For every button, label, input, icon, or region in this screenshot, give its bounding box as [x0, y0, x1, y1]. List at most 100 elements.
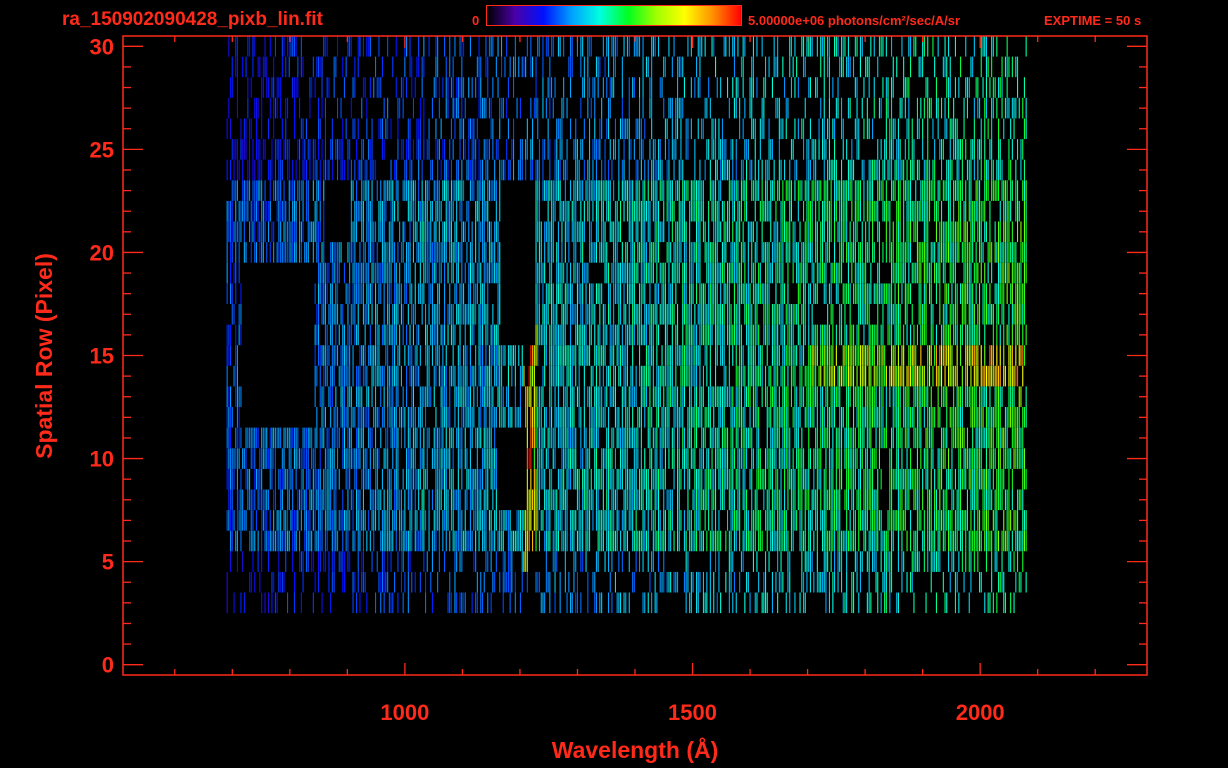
heat-cell: [1006, 489, 1008, 511]
heat-cell: [763, 283, 765, 304]
heat-cell: [488, 365, 490, 387]
heat-cell: [754, 283, 756, 304]
heat-cell: [461, 386, 463, 407]
heat-cell: [960, 427, 962, 449]
heat-cell: [276, 242, 278, 263]
heat-cell: [916, 468, 918, 490]
heat-cell: [704, 283, 706, 304]
heat-cell: [473, 386, 475, 407]
heat-cell: [946, 407, 948, 428]
heat-cell: [923, 304, 925, 325]
heat-cell: [832, 489, 834, 511]
heat-cell: [744, 592, 746, 614]
heat-cell: [314, 530, 316, 552]
heat-cell: [658, 324, 660, 346]
heat-cell: [452, 262, 454, 284]
heat-cell: [956, 530, 958, 552]
heat-cell: [412, 324, 414, 346]
heat-cell: [554, 530, 556, 552]
heat-cell: [803, 304, 805, 325]
heat-cell: [457, 386, 459, 407]
heat-cell: [269, 448, 271, 469]
heat-cell: [863, 510, 865, 531]
heat-cell: [528, 489, 530, 511]
heat-cell: [442, 386, 444, 407]
heat-cell: [880, 365, 882, 387]
heat-cell: [359, 242, 361, 263]
heat-cell: [980, 571, 982, 593]
heat-cell: [471, 324, 473, 346]
heat-cell: [371, 489, 373, 511]
heat-cell: [992, 510, 994, 531]
heat-cell: [668, 242, 670, 263]
heat-cell: [859, 345, 861, 366]
heat-cell: [395, 510, 397, 531]
heat-cell: [585, 262, 587, 284]
heat-cell: [366, 283, 368, 304]
heat-cell: [487, 386, 489, 407]
heat-cell: [830, 530, 832, 552]
heat-cell: [1013, 365, 1015, 387]
heat-cell: [576, 571, 578, 593]
heat-cell: [708, 262, 710, 284]
heat-cell: [233, 510, 235, 531]
heat-cell: [727, 324, 729, 346]
heat-cell: [910, 530, 912, 552]
heat-cell: [435, 530, 437, 552]
heat-cell: [970, 530, 972, 552]
heat-cell: [511, 365, 513, 387]
heat-cell: [582, 468, 584, 490]
heat-cell: [811, 489, 813, 511]
heat-cell: [623, 386, 625, 407]
heat-cell: [587, 571, 589, 593]
heat-cell: [639, 324, 641, 346]
heat-cell: [573, 510, 575, 531]
heat-cell: [713, 571, 715, 593]
heat-cell: [590, 304, 592, 325]
heat-cell: [235, 386, 237, 407]
heat-cell: [813, 386, 815, 407]
heat-cell: [690, 571, 692, 593]
heat-cell: [877, 510, 879, 531]
heat-cell: [594, 304, 596, 325]
heat-cell: [354, 468, 356, 490]
heat-cell: [823, 489, 825, 511]
heat-cell: [637, 262, 639, 284]
heat-cell: [839, 242, 841, 263]
heat-cell: [659, 448, 661, 469]
heat-cell: [961, 468, 963, 490]
heat-cell: [954, 304, 956, 325]
heat-cell: [590, 468, 592, 490]
heat-cell: [228, 489, 230, 511]
heat-cell: [816, 530, 818, 552]
heat-cell: [777, 510, 779, 531]
heat-cell: [903, 324, 905, 346]
heat-cell: [652, 304, 654, 325]
heat-cell: [832, 530, 834, 552]
heat-cell: [823, 365, 825, 387]
heat-cell: [996, 530, 998, 552]
heat-cell: [851, 592, 853, 614]
heat-cell: [733, 262, 735, 284]
heat-cell: [528, 530, 530, 552]
heat-cell: [338, 510, 340, 531]
heat-cell: [599, 324, 601, 346]
heat-cell: [356, 427, 358, 449]
heat-cell: [499, 571, 501, 593]
heat-cell: [904, 262, 906, 284]
heat-cell: [337, 407, 339, 428]
heat-cell: [359, 345, 361, 366]
heat-cell: [445, 427, 447, 449]
heat-cell: [359, 365, 361, 387]
heat-cell: [305, 530, 307, 552]
heat-cell: [692, 448, 694, 469]
heat-cell: [727, 304, 729, 325]
heat-cell: [295, 427, 297, 449]
heat-cell: [689, 324, 691, 346]
heat-cell: [233, 468, 235, 490]
heat-cell: [1013, 262, 1015, 284]
heat-cell: [697, 242, 699, 263]
heat-cell: [758, 283, 760, 304]
heat-cell: [787, 530, 789, 552]
heat-cell: [255, 510, 257, 531]
